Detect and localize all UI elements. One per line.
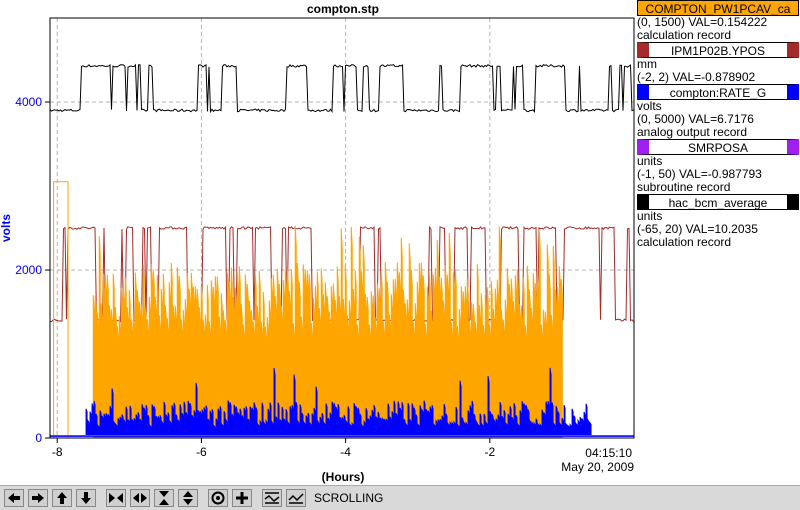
- crosshair-icon[interactable]: [232, 489, 252, 507]
- legend-entry-smrposa: SMRPOSA units (-1, 50) VAL=-0.987793 sub…: [636, 139, 800, 194]
- pv-range-value: (-1, 50) VAL=-0.987793: [637, 167, 762, 181]
- series-hac-bcm-average: [50, 367, 634, 437]
- pv-name-button[interactable]: hac_bcm_average: [637, 194, 799, 210]
- x-axis-label: (Hours): [322, 470, 365, 484]
- chart-title: compton.stp: [307, 2, 379, 16]
- x-tick-label: -2: [484, 445, 495, 459]
- pv-name-button[interactable]: compton:RATE_G: [637, 84, 799, 100]
- pv-range-value: (-2, 2) VAL=-0.878902: [637, 70, 756, 84]
- compress-vertical-icon[interactable]: [154, 489, 174, 507]
- arrow-left-icon[interactable]: [4, 489, 24, 507]
- pv-record-type: subroutine record: [637, 180, 731, 194]
- scroll-icon[interactable]: [286, 489, 306, 507]
- y-tick-label: 0: [35, 431, 42, 445]
- arrow-down-icon[interactable]: [76, 489, 96, 507]
- x-tick-label: -8: [52, 445, 63, 459]
- pv-range-value: (0, 5000) VAL=6.7176: [637, 112, 754, 126]
- series-compton-rate-g: [49, 63, 634, 114]
- arrow-up-icon[interactable]: [52, 489, 72, 507]
- expand-vertical-icon[interactable]: [178, 489, 198, 507]
- auto-scale-icon[interactable]: [262, 489, 282, 507]
- end-date-label: May 20, 2009: [561, 460, 634, 474]
- legend-entry-hac-bcm-average: hac_bcm_average units (-65, 20) VAL=10.2…: [636, 194, 800, 249]
- mode-status: SCROLLING: [314, 491, 384, 505]
- pv-record-type: calculation record: [637, 235, 732, 249]
- pv-range-value: (-65, 20) VAL=10.2035: [637, 222, 758, 236]
- pv-units: volts: [637, 99, 662, 113]
- pv-record-type: analog output record: [637, 125, 748, 139]
- pv-units: mm: [637, 57, 657, 71]
- expand-horizontal-icon[interactable]: [130, 489, 150, 507]
- pv-range-value: (0, 1500) VAL=0.154222: [637, 15, 768, 29]
- pv-name-button[interactable]: COMPTON_PW1PCAV_ca: [637, 0, 799, 16]
- toolbar: SCROLLING: [0, 485, 800, 510]
- series-layer: [49, 63, 634, 439]
- pv-name-button[interactable]: IPM1P02B.YPOS: [637, 42, 799, 58]
- x-tick-label: -4: [340, 445, 351, 459]
- x-tick-label: -6: [196, 445, 207, 459]
- compress-horizontal-icon[interactable]: [106, 489, 126, 507]
- y-axis-label: volts: [0, 214, 13, 242]
- pv-name-button[interactable]: SMRPOSA: [637, 139, 799, 155]
- pv-record-type: calculation record: [637, 28, 732, 42]
- zoom-reset-icon[interactable]: [208, 489, 228, 507]
- y-tick-label: 2000: [15, 263, 42, 277]
- pv-units: units: [637, 209, 663, 223]
- plot-frame: [49, 17, 635, 439]
- legend: COMPTON_PW1PCAV_ca (0, 1500) VAL=0.15422…: [636, 0, 800, 249]
- end-time-label: 04:15:10: [585, 446, 632, 460]
- axes: -8 -6 -4 -2 0 2000 4000: [15, 95, 495, 459]
- arrow-right-icon[interactable]: [28, 489, 48, 507]
- legend-entry-compton-rate-g: compton:RATE_G volts (0, 5000) VAL=6.717…: [636, 84, 800, 139]
- y-tick-label: 4000: [15, 95, 42, 109]
- pv-units: units: [637, 154, 663, 168]
- stripchart-plot: compton.stp -8 -6 -4 -2 0 2000 4000 volts (Hou…: [0, 2, 635, 484]
- series-compton-pw1pcav-ca-plateau: [50, 181, 69, 439]
- legend-entry-compton-pw1pcav-ca: COMPTON_PW1PCAV_ca (0, 1500) VAL=0.15422…: [636, 0, 800, 42]
- legend-entry-ipm1p02b-ypos: IPM1P02B.YPOS mm (-2, 2) VAL=-0.878902: [636, 42, 800, 84]
